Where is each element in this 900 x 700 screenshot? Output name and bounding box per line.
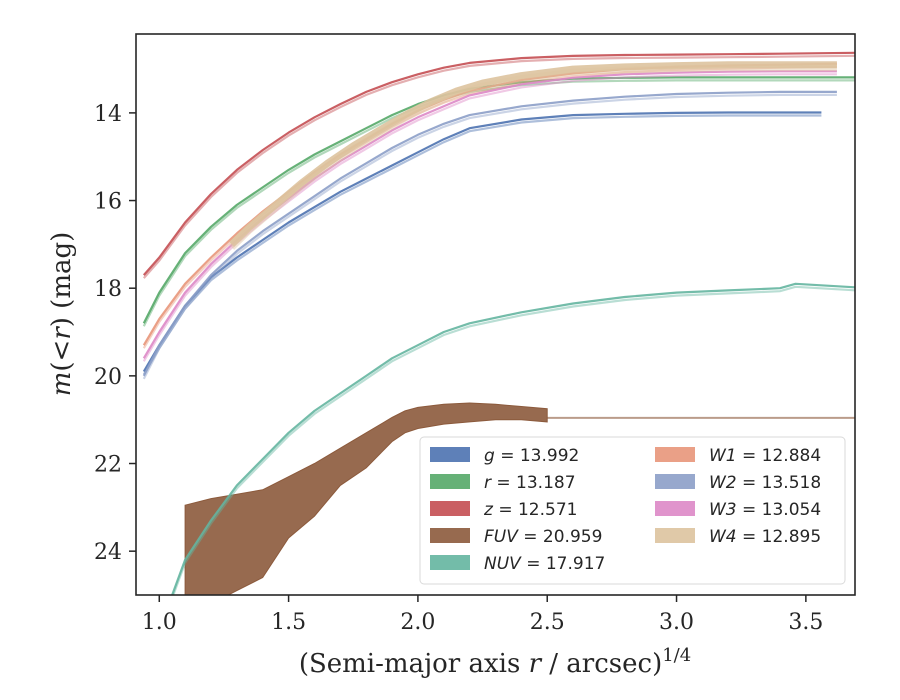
series-layer (142, 51, 855, 595)
legend-swatch (655, 447, 695, 462)
series-nuv-shadow (172, 285, 855, 595)
legend-label: W1 = 12.884 (709, 446, 821, 466)
y-tick-label: 22 (94, 453, 122, 478)
y-tick-label: 20 (94, 365, 122, 390)
legend-swatch (655, 528, 695, 543)
plot-frame (135, 33, 856, 596)
series-w2-line (142, 90, 837, 377)
series-r-shadow (142, 79, 855, 327)
series-w4-line (229, 61, 837, 247)
legend-swatch (655, 501, 695, 516)
series-z-line (142, 51, 855, 276)
series-r-line (142, 76, 855, 324)
y-tick-label: 16 (94, 190, 122, 215)
legend-swatch (430, 528, 470, 543)
series-w3-line (142, 70, 837, 359)
legend-label: z = 12.571 (483, 500, 577, 520)
legend-label: FUV = 20.959 (484, 527, 602, 547)
x-tick-label: 1.0 (142, 610, 177, 635)
series-g-line (142, 111, 822, 373)
legend-label: W2 = 13.518 (709, 473, 821, 493)
y-tick-label: 14 (94, 102, 122, 127)
legend-label: g = 13.992 (484, 446, 579, 466)
legend-swatch (430, 501, 470, 516)
y-axis-label: m(<r) (mag) (47, 232, 77, 397)
x-tick-label: 3.0 (659, 610, 694, 635)
x-tick-label: 1.5 (271, 610, 306, 635)
legend-label: W3 = 13.054 (709, 500, 821, 520)
legend-label: NUV = 17.917 (484, 554, 605, 574)
legend-swatch (430, 447, 470, 462)
y-tick-label: 18 (94, 277, 122, 302)
legend-swatch (655, 474, 695, 489)
series-w2-shadow (142, 93, 837, 380)
x-tick-label: 2.5 (530, 610, 565, 635)
x-axis-label: (Semi-major axis r / arcsec)1/4 (299, 645, 691, 679)
x-tick-label: 3.5 (788, 610, 823, 635)
series-nuv-line (171, 282, 855, 595)
x-axis-ticks: 1.0 1.5 2.0 2.5 3.0 3.5 (142, 595, 823, 635)
legend-swatch (430, 474, 470, 489)
x-tick-label: 2.0 (400, 610, 435, 635)
series-z-shadow (142, 54, 855, 279)
legend-box (419, 436, 846, 585)
series-fuv-band (184, 402, 548, 595)
legend-label: W4 = 12.895 (709, 527, 821, 547)
legend: g = 13.992 r = 13.187 z = 12.571 FUV = 20.9… (419, 436, 846, 585)
legend-swatch (430, 555, 470, 570)
legend-label: r = 13.187 (484, 473, 576, 493)
series-w3-shadow (142, 73, 837, 362)
y-axis-ticks: 14 16 18 20 22 24 (94, 102, 136, 565)
y-tick-label: 24 (94, 540, 122, 565)
series-g-shadow (142, 114, 822, 376)
